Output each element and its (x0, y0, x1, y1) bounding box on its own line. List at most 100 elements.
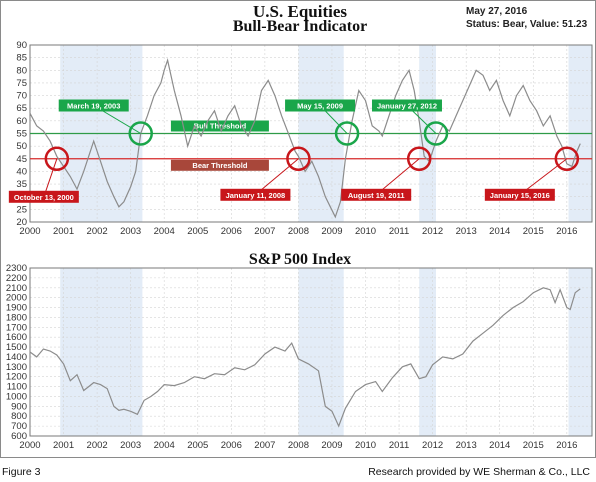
annotation-label: May 15, 2009 (297, 102, 343, 111)
indicator-series-line (29, 57, 581, 219)
sp500-x-tick-label: 2003 (120, 440, 141, 451)
sp500-x-tick-label: 2014 (489, 440, 510, 451)
annotation-label: August 19, 2011 (348, 191, 405, 200)
indicator-x-tick-label: 2001 (53, 226, 74, 237)
annotation-label-box (220, 188, 291, 201)
annotation-label-box (371, 99, 442, 112)
annotation-label: January 15, 2016 (490, 191, 550, 200)
report-date: May 27, 2016 (466, 6, 528, 17)
sp500-title: S&P 500 Index (248, 251, 352, 268)
indicator-y-tick-label: 45 (16, 154, 27, 165)
sp500-y-tick-label: 1800 (6, 312, 27, 323)
sp500-shaded-period (60, 268, 143, 436)
sp500-y-tick-label: 600 (11, 431, 27, 442)
indicator-x-tick-label: 2006 (221, 226, 242, 237)
sp500-y-tick-label: 1400 (6, 352, 27, 363)
sp500-x-tick-label: 2011 (389, 440, 409, 451)
indicator-y-tick-label: 85 (16, 53, 27, 64)
sp500-shaded-period (568, 268, 592, 436)
indicator-y-tick-label: 70 (16, 91, 27, 102)
bull-signal-circle (423, 121, 449, 146)
indicator-x-tick-label: 2003 (120, 226, 141, 237)
bear-signal-circle (286, 146, 311, 172)
annotation-connector (43, 158, 58, 197)
sp500-x-tick-label: 2009 (321, 440, 342, 451)
sp500-x-tick-label: 2016 (556, 440, 577, 451)
sp500-x-tick-label: 2001 (53, 440, 74, 451)
sp500-y-tick-label: 1600 (6, 332, 27, 343)
indicator-x-tick-label: 2009 (321, 226, 342, 237)
sp500-y-tick-label: 2000 (6, 293, 27, 304)
indicator-y-tick-label: 80 (16, 65, 27, 76)
annotation-label-box (285, 99, 356, 112)
indicator-y-tick-label: 60 (16, 116, 27, 127)
sp500-shaded-period (419, 268, 436, 436)
sp500-series-line (29, 287, 581, 428)
indicator-y-tick-label: 90 (16, 40, 27, 51)
sp500-x-tick-label: 2000 (19, 440, 40, 451)
annotation-label-box (58, 99, 129, 112)
annotation-label-box (484, 188, 555, 201)
sp500-y-tick-label: 1200 (6, 372, 27, 383)
indicator-y-tick-label: 55 (16, 129, 27, 140)
indicator-y-tick-label: 40 (16, 166, 27, 177)
sp500-x-tick-label: 2010 (355, 440, 376, 451)
sp500-y-tick-label: 2100 (6, 283, 27, 294)
indicator-x-tick-label: 2014 (489, 226, 510, 237)
sp500-y-tick-label: 2300 (6, 263, 27, 274)
indicator-y-tick-label: 65 (16, 103, 27, 114)
indicator-x-tick-label: 2016 (556, 226, 577, 237)
indicator-x-tick-label: 2012 (422, 226, 443, 237)
indicator-y-tick-label: 20 (16, 217, 27, 228)
sp500-x-tick-label: 2012 (422, 440, 443, 451)
sp500-y-tick-label: 1700 (6, 322, 27, 333)
chart-subtitle: Bull-Bear Indicator (232, 18, 368, 35)
bear-signal-circle (554, 146, 580, 172)
sp500-y-tick-label: 700 (11, 421, 27, 432)
indicator-x-tick-label: 2015 (523, 226, 544, 237)
annotation-label-box (8, 190, 79, 203)
annotation-label: January 27, 2012 (377, 102, 437, 111)
figure-label: Figure 3 (2, 466, 41, 478)
indicator-x-tick-label: 2013 (456, 226, 477, 237)
sp500-x-tick-label: 2008 (288, 440, 309, 451)
indicator-x-tick-label: 2005 (187, 226, 208, 237)
indicator-x-tick-label: 2004 (154, 226, 175, 237)
bear-signal-circle (44, 146, 70, 172)
sp500-y-tick-label: 1300 (6, 362, 27, 373)
sp500-shaded-period (298, 268, 344, 436)
indicator-x-tick-label: 2008 (288, 226, 309, 237)
indicator-x-tick-label: 2007 (254, 226, 275, 237)
chart-title: U.S. Equities (253, 2, 347, 21)
annotation-label: March 19, 2003 (67, 102, 120, 111)
sp500-y-tick-label: 1900 (6, 303, 27, 314)
sp500-x-tick-label: 2006 (221, 440, 242, 451)
indicator-x-tick-label: 2011 (389, 226, 409, 237)
indicator-x-tick-label: 2000 (19, 226, 40, 237)
bear-threshold-label: Bear Threshold (192, 161, 247, 170)
sp500-y-tick-label: 1500 (6, 342, 27, 353)
sp500-x-tick-label: 2002 (87, 440, 108, 451)
sp500-y-tick-label: 1100 (7, 382, 27, 393)
sp500-x-tick-label: 2013 (456, 440, 477, 451)
annotation-label: January 11, 2008 (226, 191, 286, 200)
bear-threshold-label-box (170, 159, 269, 171)
sp500-y-tick-label: 900 (11, 401, 27, 412)
annotation-label: October 13, 2000 (14, 193, 74, 202)
bull-signal-circle (128, 121, 153, 146)
sp500-x-tick-label: 2005 (187, 440, 208, 451)
credit-text: Research provided by WE Sherman & Co., L… (368, 466, 590, 478)
indicator-x-tick-label: 2010 (355, 226, 376, 237)
sp500-x-tick-label: 2015 (523, 440, 544, 451)
sp500-y-tick-label: 1000 (6, 391, 27, 402)
bear-signal-circle (406, 146, 432, 172)
indicator-y-tick-label: 25 (16, 204, 27, 215)
sp500-x-tick-label: 2007 (254, 440, 275, 451)
bull-signal-circle (334, 121, 360, 146)
indicator-y-tick-label: 35 (16, 179, 27, 190)
indicator-y-tick-label: 50 (16, 141, 27, 152)
sp500-y-tick-label: 2200 (6, 273, 27, 284)
status-text: Status: Bear, Value: 51.23 (466, 19, 588, 30)
sp500-y-tick-label: 800 (11, 411, 27, 422)
